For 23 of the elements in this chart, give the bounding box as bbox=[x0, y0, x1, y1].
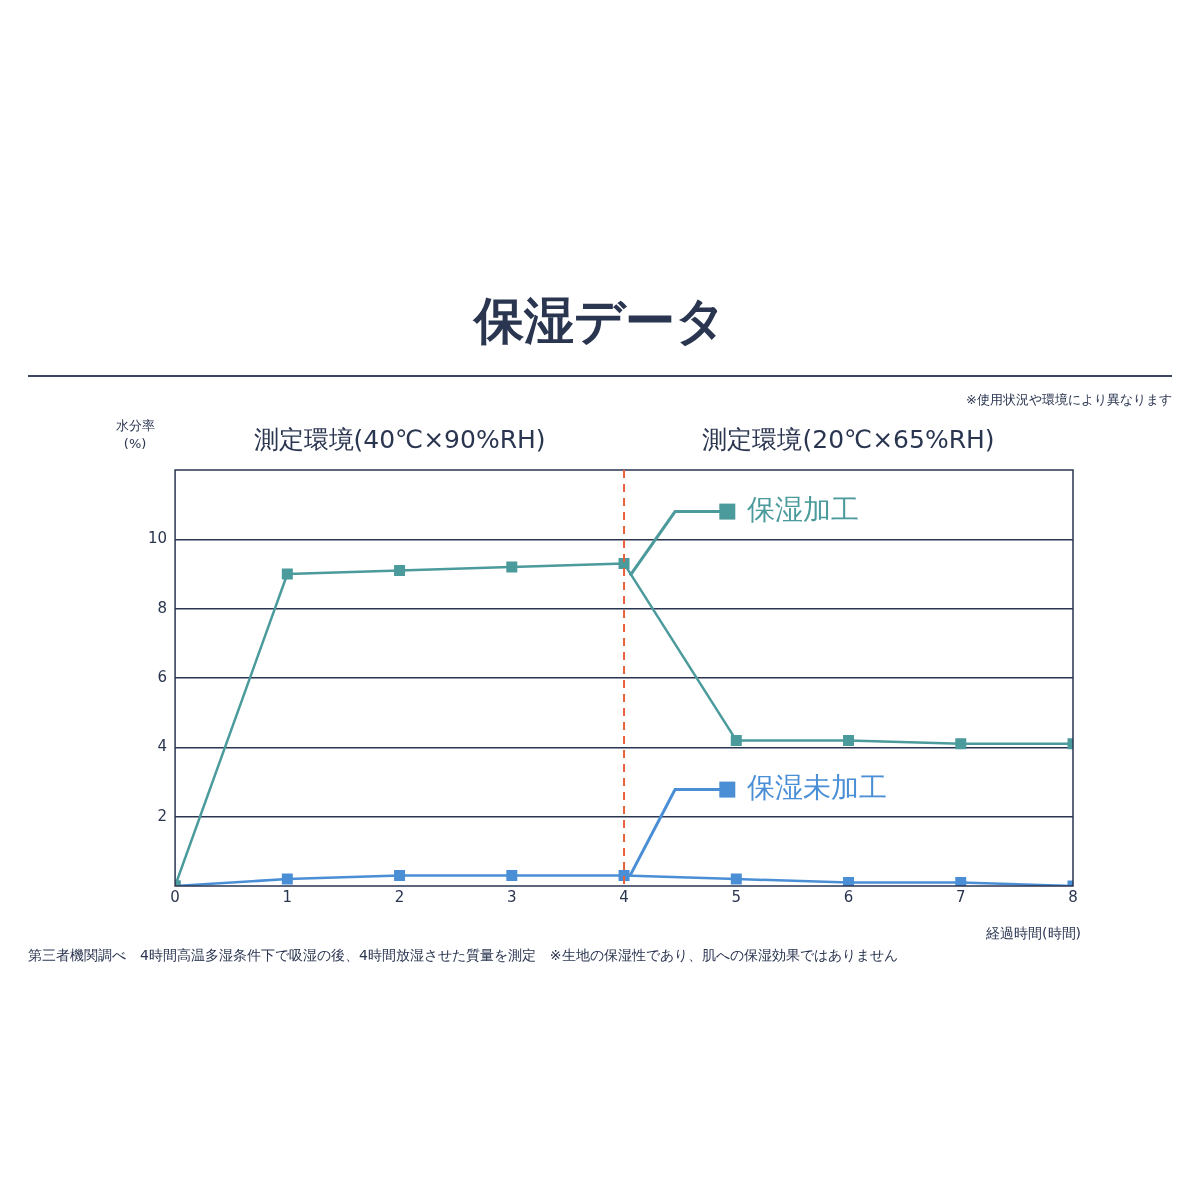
text: 第三者機関調べ 4時間高温多湿条件下で吸湿の後、4時間放湿させた質量を測定 ※生地の保湿性であり、肌への保湿効果ではありません bbox=[28, 947, 898, 963]
y-tick-label: 4 bbox=[157, 737, 168, 756]
y-axis-title: 水分率 (%) bbox=[115, 418, 155, 451]
y-tick-label: 10 bbox=[147, 529, 168, 548]
chart-title: 保湿データ bbox=[472, 291, 727, 352]
text: 測定環境(20℃×65%RH) bbox=[702, 425, 995, 454]
x-tick-label: 1 bbox=[282, 887, 293, 906]
legend-label: 保湿未加工 bbox=[747, 770, 888, 804]
text: 測定環境(40℃×90%RH) bbox=[253, 425, 546, 454]
y-tick-label: 6 bbox=[157, 667, 168, 686]
x-tick-label: 6 bbox=[843, 887, 854, 906]
x-tick-label: 0 bbox=[170, 887, 180, 906]
x-tick-label: 8 bbox=[1068, 887, 1078, 906]
y-tick-label: 8 bbox=[157, 598, 168, 617]
legend-label: 保湿加工 bbox=[747, 492, 860, 526]
x-axis-title: 経過時間(時間) bbox=[985, 925, 1081, 941]
x-tick-label: 7 bbox=[955, 887, 966, 906]
x-tick-label: 2 bbox=[394, 887, 405, 906]
y-tick-label: 2 bbox=[157, 806, 168, 825]
x-tick-label: 3 bbox=[507, 887, 517, 906]
text: ※使用状況や環境により異なります bbox=[966, 392, 1172, 407]
x-tick-label: 4 bbox=[619, 887, 629, 906]
x-tick-label: 5 bbox=[731, 887, 742, 906]
